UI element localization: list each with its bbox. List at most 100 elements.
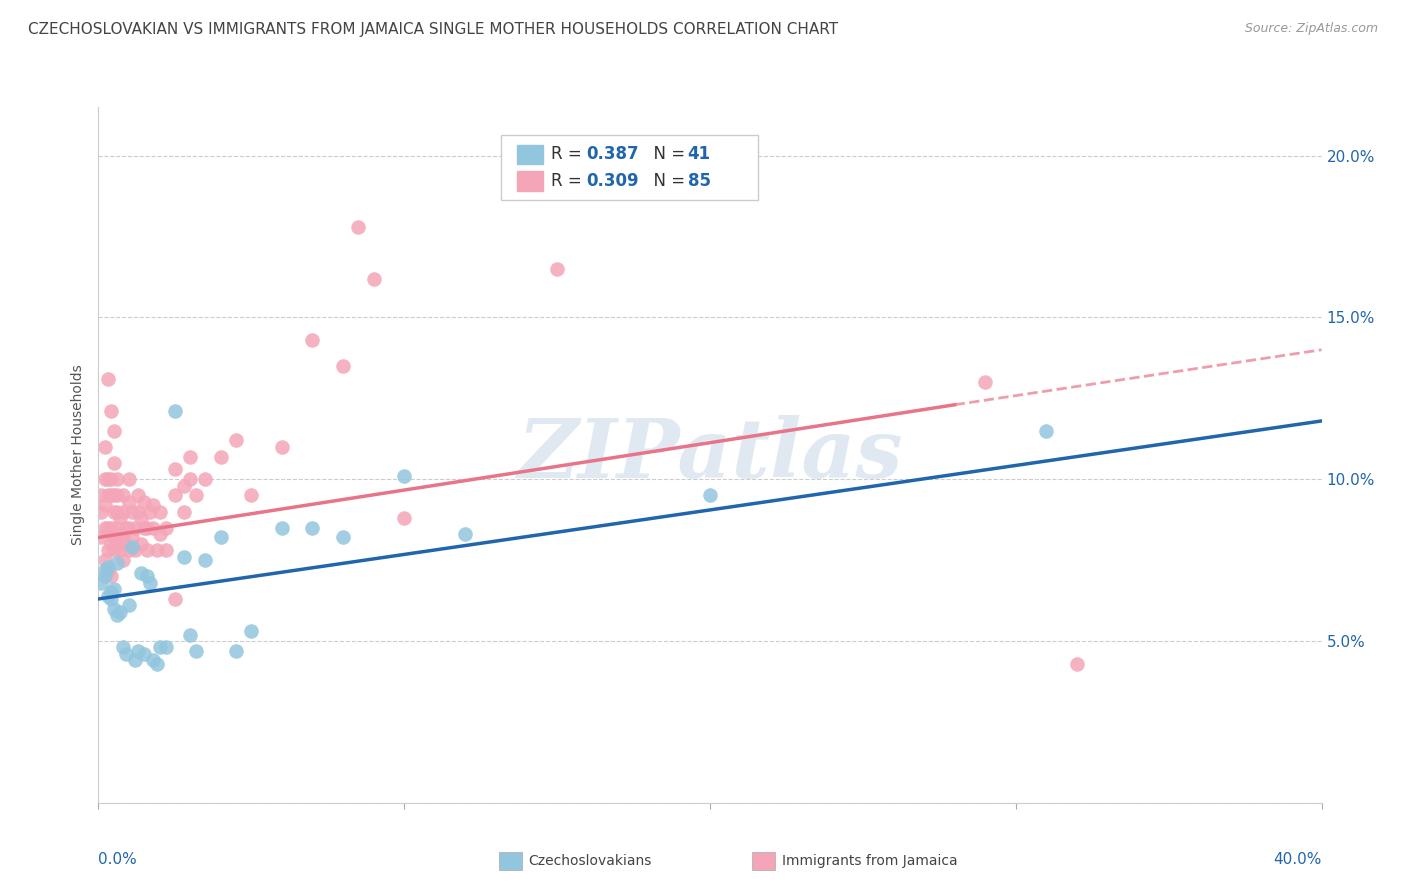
Point bbox=[121, 531, 143, 545]
Point bbox=[115, 537, 138, 551]
Point bbox=[127, 643, 149, 657]
Point bbox=[90, 488, 112, 502]
Point bbox=[194, 472, 217, 486]
Point bbox=[115, 647, 138, 661]
Point bbox=[546, 261, 568, 276]
Point bbox=[103, 531, 125, 545]
Point bbox=[93, 563, 115, 577]
Point bbox=[392, 511, 416, 525]
Text: Immigrants from Jamaica: Immigrants from Jamaica bbox=[782, 854, 957, 868]
Text: CZECHOSLOVAKIAN VS IMMIGRANTS FROM JAMAICA SINGLE MOTHER HOUSEHOLDS CORRELATION : CZECHOSLOVAKIAN VS IMMIGRANTS FROM JAMAI… bbox=[28, 22, 838, 37]
Point bbox=[134, 647, 156, 661]
Point bbox=[127, 504, 149, 518]
Point bbox=[1066, 657, 1088, 671]
Point bbox=[454, 527, 477, 541]
Point bbox=[93, 472, 115, 486]
Point bbox=[347, 219, 370, 234]
Text: N =: N = bbox=[643, 172, 690, 190]
Text: 0.309: 0.309 bbox=[586, 172, 638, 190]
Point bbox=[118, 543, 141, 558]
Point bbox=[93, 553, 115, 567]
Text: Czechoslovakians: Czechoslovakians bbox=[529, 854, 652, 868]
Point bbox=[163, 488, 186, 502]
Point bbox=[163, 404, 186, 418]
Point bbox=[163, 591, 186, 606]
Point bbox=[209, 450, 232, 464]
Point bbox=[142, 521, 165, 535]
Point bbox=[111, 531, 134, 545]
Point bbox=[127, 488, 149, 502]
Point bbox=[105, 472, 128, 486]
Point bbox=[139, 575, 162, 590]
Point bbox=[97, 521, 120, 535]
Point bbox=[97, 563, 120, 577]
Text: R =: R = bbox=[551, 145, 588, 163]
Point bbox=[93, 569, 115, 583]
Point bbox=[97, 589, 120, 603]
Point bbox=[118, 495, 141, 509]
Point bbox=[97, 488, 120, 502]
Point bbox=[179, 450, 201, 464]
Point bbox=[105, 504, 128, 518]
Point bbox=[270, 440, 292, 454]
Point bbox=[124, 521, 146, 535]
Text: 0.0%: 0.0% bbox=[98, 852, 138, 866]
Point bbox=[136, 521, 159, 535]
Text: R =: R = bbox=[551, 172, 588, 190]
Point bbox=[301, 521, 323, 535]
Point bbox=[149, 504, 172, 518]
Point bbox=[209, 531, 232, 545]
Point bbox=[155, 521, 177, 535]
Point bbox=[145, 657, 167, 671]
Point bbox=[100, 404, 122, 418]
Point bbox=[225, 434, 247, 448]
Point bbox=[105, 521, 128, 535]
Point bbox=[142, 498, 165, 512]
Point bbox=[173, 549, 195, 564]
Point bbox=[100, 569, 122, 583]
Point bbox=[142, 653, 165, 667]
Point bbox=[129, 537, 152, 551]
Point bbox=[974, 375, 997, 389]
Point bbox=[270, 521, 292, 535]
Point bbox=[129, 511, 152, 525]
Point bbox=[121, 504, 143, 518]
Point bbox=[100, 521, 122, 535]
Point bbox=[163, 462, 186, 476]
Point bbox=[149, 640, 172, 655]
Point bbox=[155, 640, 177, 655]
Point bbox=[124, 653, 146, 667]
Point bbox=[145, 543, 167, 558]
Point bbox=[103, 543, 125, 558]
Point bbox=[108, 605, 131, 619]
Point bbox=[332, 359, 354, 373]
Point bbox=[111, 504, 134, 518]
Point bbox=[100, 591, 122, 606]
Point bbox=[124, 543, 146, 558]
Point bbox=[93, 521, 115, 535]
Text: 40.0%: 40.0% bbox=[1274, 852, 1322, 866]
Point bbox=[301, 333, 323, 347]
Point bbox=[103, 424, 125, 438]
Point bbox=[134, 521, 156, 535]
Point bbox=[100, 585, 122, 599]
Point bbox=[103, 456, 125, 470]
Point bbox=[139, 504, 162, 518]
Point bbox=[97, 559, 120, 574]
Point bbox=[173, 504, 195, 518]
Text: Source: ZipAtlas.com: Source: ZipAtlas.com bbox=[1244, 22, 1378, 36]
Point bbox=[129, 566, 152, 580]
Point bbox=[155, 543, 177, 558]
Point bbox=[149, 527, 172, 541]
Point bbox=[179, 472, 201, 486]
Point bbox=[118, 521, 141, 535]
Point bbox=[103, 601, 125, 615]
Point bbox=[93, 440, 115, 454]
Point bbox=[111, 640, 134, 655]
Point bbox=[90, 575, 112, 590]
Point bbox=[118, 472, 141, 486]
Point bbox=[100, 472, 122, 486]
Point bbox=[699, 488, 721, 502]
Text: ZIPatlas: ZIPatlas bbox=[517, 415, 903, 495]
Point bbox=[90, 531, 112, 545]
